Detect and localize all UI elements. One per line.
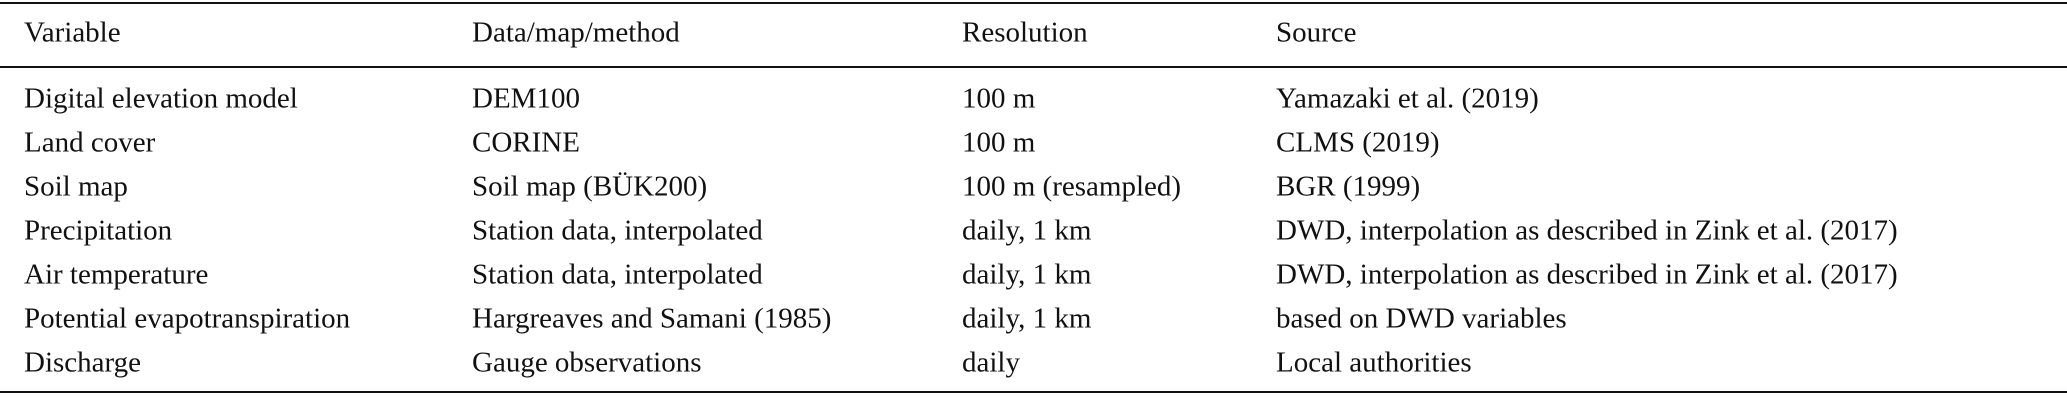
table-cell: Soil map (BÜK200) bbox=[472, 170, 708, 203]
table-cell: Gauge observations bbox=[472, 346, 702, 379]
header-cell: Variable bbox=[24, 16, 121, 49]
bottom-rule bbox=[0, 391, 2067, 393]
table-cell: DWD, interpolation as described in Zink … bbox=[1276, 214, 1898, 247]
table-cell: Land cover bbox=[24, 126, 156, 159]
table-cell: Station data, interpolated bbox=[472, 214, 763, 247]
table-cell: Station data, interpolated bbox=[472, 258, 763, 291]
table-cell: Discharge bbox=[24, 346, 142, 379]
table-cell: Potential evapotranspiration bbox=[24, 302, 351, 335]
table-cell: daily, 1 km bbox=[962, 214, 1092, 247]
table-cell: CLMS (2019) bbox=[1276, 126, 1440, 159]
table-cell: DEM100 bbox=[472, 82, 580, 115]
header-cell: Resolution bbox=[962, 16, 1088, 49]
table-cell: DWD, interpolation as described in Zink … bbox=[1276, 258, 1898, 291]
table-cell: Precipitation bbox=[24, 214, 173, 247]
table-cell: CORINE bbox=[472, 126, 580, 159]
table-cell: 100 m bbox=[962, 126, 1036, 159]
header-cell: Source bbox=[1276, 16, 1357, 49]
table-cell: Digital elevation model bbox=[24, 82, 298, 115]
table-cell: based on DWD variables bbox=[1276, 302, 1567, 335]
table-cell: Air temperature bbox=[24, 258, 209, 291]
table-cell: Hargreaves and Samani (1985) bbox=[472, 302, 832, 335]
table-cell: Local authorities bbox=[1276, 346, 1472, 379]
table-cell: 100 m bbox=[962, 82, 1036, 115]
top-rule bbox=[0, 2, 2067, 4]
table-cell: daily, 1 km bbox=[962, 258, 1092, 291]
table-cell: daily, 1 km bbox=[962, 302, 1092, 335]
table-cell: Soil map bbox=[24, 170, 128, 203]
table-cell: 100 m (resampled) bbox=[962, 170, 1182, 203]
table-cell: BGR (1999) bbox=[1276, 170, 1421, 203]
table-cell: Yamazaki et al. (2019) bbox=[1276, 82, 1539, 115]
table-cell: daily bbox=[962, 346, 1020, 379]
header-rule bbox=[0, 66, 2067, 68]
header-cell: Data/map/method bbox=[472, 16, 680, 49]
